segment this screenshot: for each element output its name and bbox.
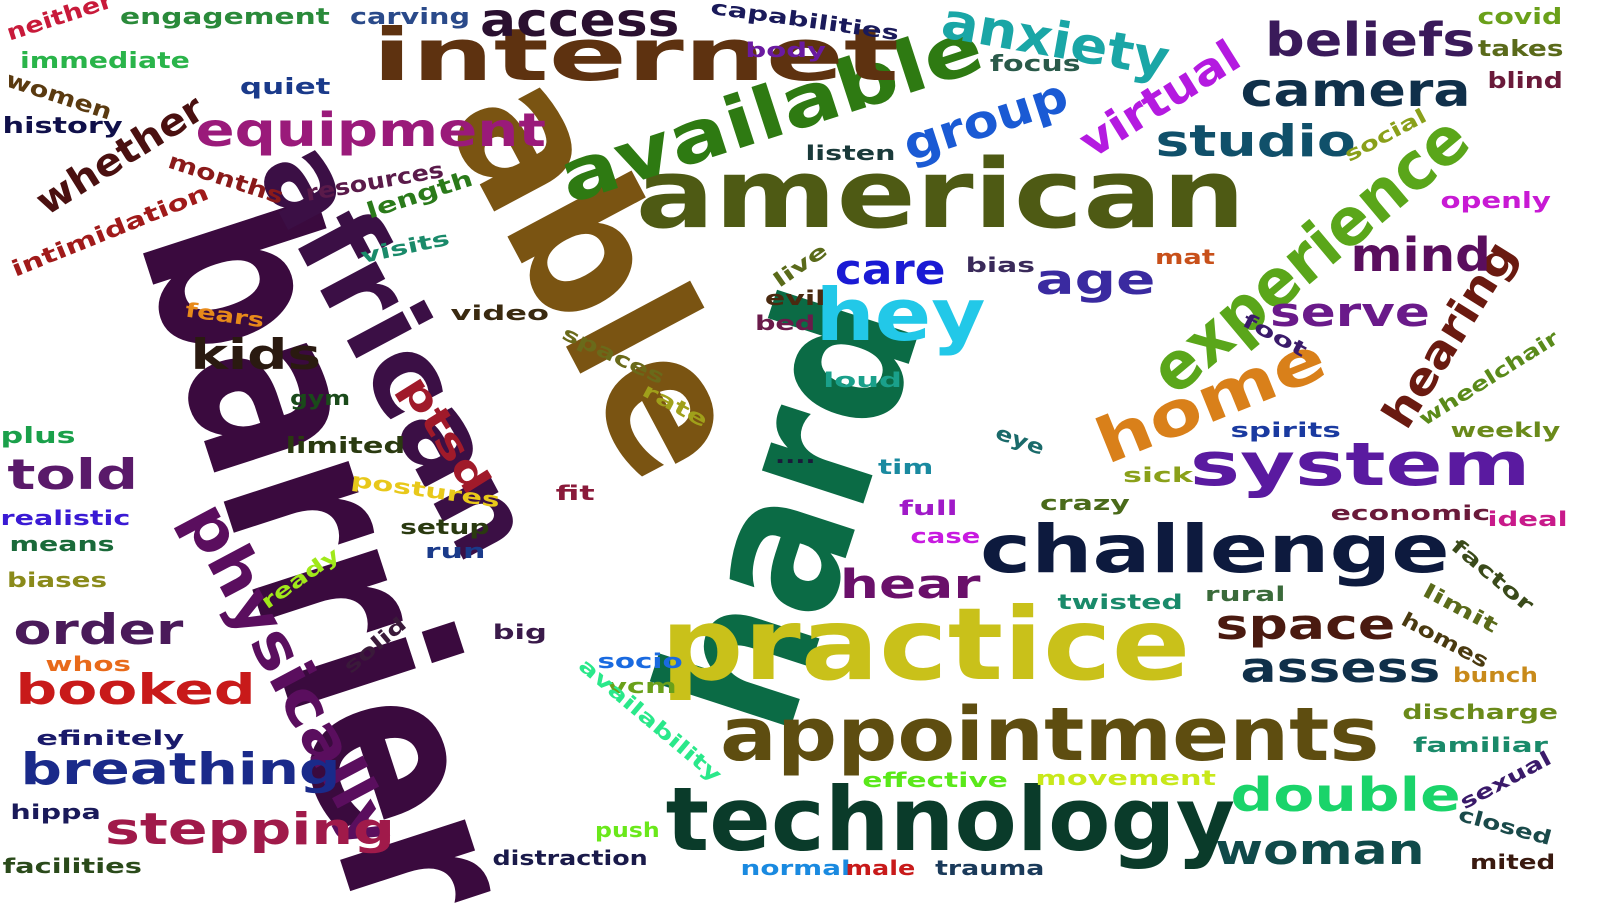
word-big: big [492,620,547,644]
word-gym: gym [289,386,351,410]
word-case: case [910,524,980,548]
word-internet: internet [371,13,899,97]
word-facilities: facilities [2,854,142,878]
word-order: order [13,605,183,654]
word-bunch: bunch [1452,663,1538,687]
word-listen: listen [804,141,895,165]
word-age: age [1035,255,1155,304]
word-booked: booked [14,665,256,714]
word-immediate: immediate [20,49,190,74]
word-beliefs: beliefs [1264,13,1476,67]
word-eye: eye [992,420,1048,460]
word-biases: biases [6,568,108,592]
word-male: male [845,856,915,880]
word-care: care [835,245,946,294]
word-told: told [6,450,138,499]
word-twisted: twisted [1057,590,1183,614]
word-body: body [744,38,826,62]
word-whos: whos [45,652,131,676]
word-rural: rural [1204,582,1286,606]
word-normal: normal [740,856,851,880]
word-hippa: hippa [9,800,101,824]
word-challenge: challenge [979,511,1450,588]
word-full: full [898,496,958,520]
word-loud: loud [822,368,902,392]
word-effective: effective [862,768,1008,792]
word-blind: blind [1487,69,1563,94]
word-setup: setup [400,515,490,539]
word-system: system [1189,430,1531,500]
word-serve: serve [1270,290,1430,336]
word-economic: economic [1330,501,1490,525]
word-tim: tim [877,455,933,479]
word-equipment: equipment [195,103,546,157]
word-camera: camera [1240,63,1471,117]
word-vcm: vcm [607,674,677,698]
word-familiar: familiar [1412,733,1548,757]
word-technology: technology [665,768,1235,871]
word-sexual: sexual [1455,745,1555,815]
word-ellipsis: .... [774,444,816,468]
word-history: history [1,114,123,139]
word-distraction: distraction [492,846,648,870]
word-studio: studio [1154,116,1356,167]
word-spirits: spirits [1229,418,1341,442]
word-push: push [594,818,660,842]
word-trauma: trauma [935,856,1045,880]
word-mited: mited [1469,850,1555,874]
word-sick: sick [1123,463,1193,487]
word-efinitely: efinitely [35,726,184,750]
word-quiet: quiet [239,75,331,100]
word-weekly: weekly [1450,418,1560,442]
word-takes: takes [1477,37,1563,62]
word-focus: focus [989,52,1081,77]
word-appointments: appointments [720,692,1380,778]
word-evil: evil [764,286,826,310]
word-hey: hey [815,273,985,357]
word-discharge: discharge [1402,700,1559,724]
word-american: american [635,139,1245,250]
word-realistic: realistic [0,506,130,530]
word-plus: plus [0,424,76,449]
word-openly: openly [1439,189,1551,214]
word-video: video [450,301,549,325]
word-bed: bed [754,311,816,335]
word-kids: kids [189,330,321,379]
word-run: run [424,539,486,563]
word-assess: assess [1240,643,1440,692]
word-mat: mat [1155,245,1215,269]
word-ideal: ideal [1486,507,1568,531]
word-covid: covid [1477,5,1563,30]
word-neither: neither [3,0,117,47]
word-bias: bias [965,253,1035,277]
word-stepping: stepping [105,804,395,855]
word-movement: movement [1034,766,1216,790]
word-engagement: engagement [120,5,330,30]
word-limited: limited [285,434,405,459]
word-access: access [480,0,680,47]
word-mind: mind [1350,228,1491,282]
word-socio: socio [597,649,683,673]
word-carving: carving [350,5,471,30]
word-woman: woman [1215,825,1425,874]
word-practice: practice [659,586,1190,703]
word-means: means [9,532,115,556]
word-double: double [1230,768,1461,822]
word-hear: hear [839,562,981,608]
word-closed: closed [1455,802,1555,850]
word-space: space [1215,600,1395,649]
word-breathing: breathing [19,744,341,795]
word-crazy: crazy [1040,491,1130,515]
word-fit: fit [555,481,595,505]
